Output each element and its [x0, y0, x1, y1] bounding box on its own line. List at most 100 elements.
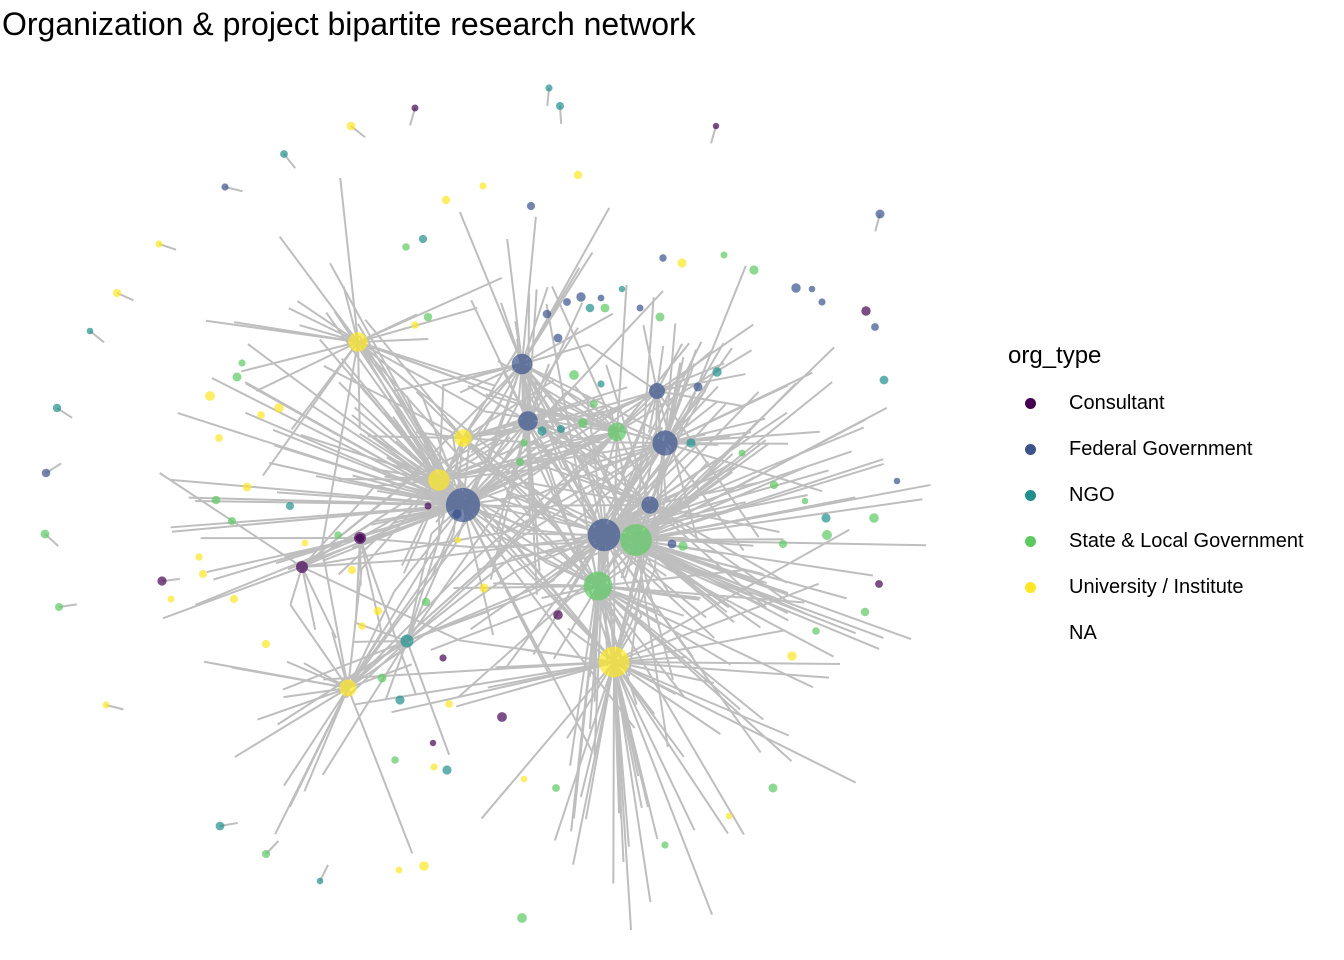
org-node — [738, 449, 746, 457]
network-edge — [459, 639, 615, 663]
org-node — [787, 651, 797, 661]
org-node — [286, 502, 294, 510]
network-edge — [454, 420, 529, 466]
org-node — [769, 480, 779, 490]
legend: org_type Consultant Federal Government NGO… — [1008, 342, 1304, 656]
network-edge — [458, 211, 523, 365]
hub-org-node — [649, 383, 665, 399]
network-edge — [347, 568, 363, 689]
org-node — [402, 243, 410, 251]
org-node — [41, 468, 51, 478]
network-edge — [462, 437, 532, 444]
network-edge — [664, 342, 725, 444]
legend-label: NGO — [1069, 483, 1115, 506]
org-node — [585, 303, 595, 313]
network-edge — [483, 410, 618, 433]
network-edge — [603, 534, 880, 650]
network-edge — [300, 434, 440, 481]
network-edge — [521, 363, 617, 423]
org-node — [229, 594, 239, 604]
network-edge — [406, 640, 451, 756]
network-edge — [597, 569, 744, 587]
network-edge — [289, 566, 303, 606]
network-edge — [162, 566, 303, 620]
org-node — [316, 877, 324, 885]
network-edge — [406, 557, 499, 642]
network-edge — [521, 363, 593, 451]
org-node — [861, 306, 871, 316]
network-edge — [513, 390, 658, 489]
hub-org-node — [445, 487, 481, 523]
network-edge — [635, 463, 884, 541]
network-edge — [301, 475, 415, 568]
network-edge — [649, 504, 788, 584]
network-edge — [613, 661, 696, 831]
org-node — [661, 841, 669, 849]
org-node — [157, 576, 167, 586]
org-node — [40, 529, 50, 539]
network-edge — [601, 390, 658, 528]
org-node — [822, 530, 832, 540]
org-node — [893, 477, 901, 485]
network-edge — [301, 558, 418, 568]
network-edge — [613, 661, 652, 903]
legend-key — [1008, 618, 1048, 648]
network-edge — [406, 487, 515, 642]
org-node — [395, 866, 403, 874]
hub-org-node — [583, 571, 613, 601]
network-edge — [359, 537, 477, 549]
legend-key — [1008, 434, 1048, 464]
org-node — [557, 425, 565, 433]
org-node — [677, 258, 687, 268]
org-node — [411, 104, 419, 112]
network-edge — [296, 300, 359, 343]
network-edge — [362, 387, 440, 481]
org-node — [377, 673, 387, 683]
network-edge — [613, 497, 667, 663]
org-node — [537, 426, 547, 436]
network-edge — [301, 566, 317, 631]
network-edge — [495, 532, 615, 663]
org-node — [545, 84, 553, 92]
network-edge — [283, 687, 349, 787]
org-node — [667, 539, 677, 549]
network-edge — [613, 582, 819, 663]
org-node — [112, 288, 122, 298]
legend-label: NA — [1069, 621, 1097, 644]
network-edge — [301, 492, 473, 568]
network-edge — [339, 177, 359, 343]
org-node — [195, 553, 203, 561]
network-edge — [413, 420, 529, 478]
network-edge — [323, 661, 615, 681]
hub-org-node — [354, 532, 366, 544]
org-node — [520, 775, 528, 783]
network-edge — [288, 687, 349, 808]
legend-key — [1008, 572, 1048, 602]
legend-swatch — [1025, 536, 1036, 547]
network-edge — [613, 661, 713, 916]
network-edge — [664, 442, 823, 493]
network-edge — [357, 341, 485, 413]
hub-org-node — [511, 353, 533, 375]
network-edge — [354, 537, 361, 623]
org-node — [395, 695, 405, 705]
network-edge — [262, 341, 359, 477]
org-node — [497, 712, 507, 722]
org-node — [221, 183, 229, 191]
network-edge — [245, 382, 464, 506]
network-edge — [664, 442, 745, 552]
org-node — [871, 323, 879, 331]
network-edge — [245, 411, 464, 506]
network-edge — [521, 363, 563, 469]
legend-item: Consultant — [1008, 380, 1304, 426]
org-node — [261, 849, 271, 859]
network-edge — [283, 687, 349, 699]
org-node — [301, 539, 309, 547]
hub-org-node — [348, 332, 368, 352]
network-edge — [548, 466, 651, 506]
network-edge — [597, 585, 814, 689]
org-node — [768, 783, 778, 793]
network-edge — [357, 341, 461, 458]
network-edge — [521, 312, 614, 365]
network-edge — [649, 504, 791, 604]
